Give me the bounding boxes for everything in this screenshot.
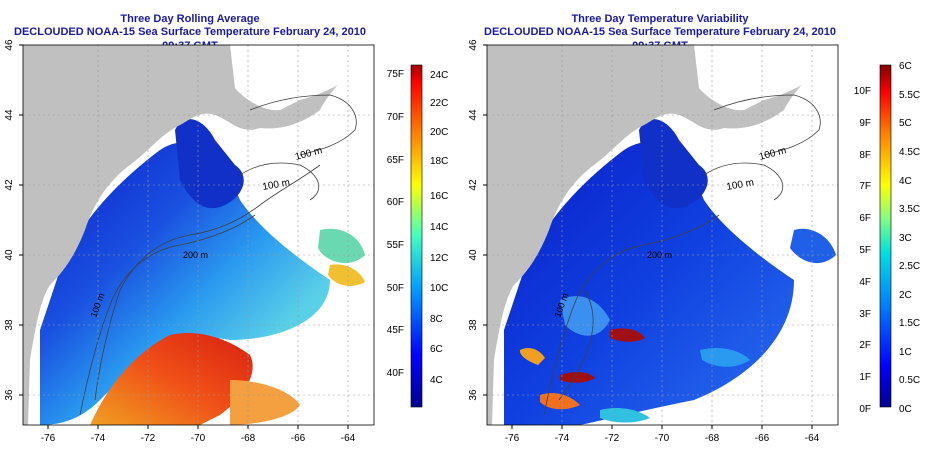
colorbar-tick: 6C — [430, 344, 443, 355]
x-tick-label: -64 — [341, 433, 356, 444]
x-tick-label: -70 — [655, 433, 670, 444]
colorbar-tick: 75F — [387, 69, 404, 80]
left-depth-label: 100 m — [262, 177, 291, 193]
colorbar-tick: 12C — [430, 253, 448, 264]
right-colorbar-celsius: 6C 5.5C 5C 4.5C 4C 3.5C 3C 2.5C 2C 1.5C … — [899, 61, 920, 415]
left-panel-title: Three Day Rolling Average — [120, 13, 260, 25]
left-panel-subtitle: DECLOUDED NOAA-15 Sea Surface Temperatur… — [14, 26, 366, 52]
y-tick-label: 44 — [4, 109, 15, 121]
right-colorbar-fahrenheit: 10F 9F 8F 7F 6F 5F 4F 3F 2F 1F 0F — [854, 86, 871, 415]
left-colorbar-fahrenheit: 75F 70F 65F 60F 55F 50F 45F 40F — [387, 69, 404, 379]
left-land — [23, 45, 374, 425]
y-tick-label: 38 — [4, 319, 15, 331]
right-y-axis: 46 44 42 40 38 36 — [468, 39, 487, 401]
colorbar-tick: 4.5C — [899, 147, 920, 158]
right-depth-label: 100 m — [726, 177, 755, 193]
right-land — [487, 45, 838, 425]
colorbar-tick: 4F — [859, 277, 871, 288]
left-colorbar-celsius: 24C 22C 20C 18C 16C 14C 12C 10C 8C 6C 4C — [430, 70, 448, 386]
right-panel-subtitle: DECLOUDED NOAA-15 Sea Surface Temperatur… — [484, 26, 836, 52]
colorbar-tick: 3C — [899, 233, 912, 244]
left-y-axis: 46 44 42 40 38 36 — [4, 39, 23, 401]
colorbar-tick: 8C — [430, 314, 443, 325]
y-tick-label: 38 — [468, 319, 479, 331]
x-tick-label: -68 — [241, 433, 256, 444]
x-tick-label: -68 — [705, 433, 720, 444]
right-x-axis: -76 -74 -72 -70 -68 -66 -64 — [505, 425, 820, 444]
colorbar-tick: 40F — [387, 368, 404, 379]
colorbar-tick: 5F — [859, 245, 871, 256]
left-depth-label: 100 m — [88, 292, 106, 319]
colorbar-tick: 0C — [899, 404, 912, 415]
colorbar-tick: 50F — [387, 283, 404, 294]
colorbar-tick: 1C — [899, 347, 912, 358]
colorbar-tick: 3.5C — [899, 204, 920, 215]
colorbar-tick: 0F — [859, 404, 871, 415]
colorbar-tick: 14C — [430, 222, 448, 233]
y-tick-label: 36 — [4, 389, 15, 401]
colorbar-tick: 5C — [899, 118, 912, 129]
colorbar-tick: 55F — [387, 240, 404, 251]
x-tick-label: -74 — [555, 433, 570, 444]
colorbar-tick: 3F — [859, 309, 871, 320]
colorbar-tick: 9F — [859, 118, 871, 129]
colorbar-tick: 24C — [430, 70, 448, 81]
left-x-axis: -76 -74 -72 -70 -68 -66 -64 — [41, 425, 356, 444]
colorbar-tick: 70F — [387, 112, 404, 123]
right-colorbar — [879, 64, 892, 408]
x-tick-label: -66 — [291, 433, 306, 444]
colorbar-tick: 1.5C — [899, 318, 920, 329]
x-tick-label: -66 — [755, 433, 770, 444]
left-cold-water — [40, 142, 330, 425]
colorbar-tick: 0.5C — [899, 375, 920, 386]
left-depth-label: 100 m — [294, 145, 324, 163]
colorbar-tick: 4C — [430, 375, 443, 386]
x-tick-label: -70 — [191, 433, 206, 444]
left-depth-label: 200 m — [183, 250, 208, 260]
y-tick-label: 42 — [4, 179, 15, 191]
colorbar-tick: 18C — [430, 156, 448, 167]
left-warm-gulfstream — [90, 332, 253, 425]
y-tick-label: 42 — [468, 179, 479, 191]
right-panel-title: Three Day Temperature Variability — [571, 13, 749, 25]
y-tick-label: 40 — [468, 249, 479, 261]
x-tick-label: -76 — [41, 433, 56, 444]
right-depth-label: 200 m — [647, 250, 672, 260]
x-tick-label: -72 — [605, 433, 620, 444]
y-tick-label: 40 — [4, 249, 15, 261]
colorbar-tick: 2C — [899, 290, 912, 301]
left-shelf-water — [175, 119, 244, 209]
colorbar-tick: 65F — [387, 155, 404, 166]
colorbar-tick: 7F — [859, 181, 871, 192]
colorbar-tick: 20C — [430, 127, 448, 138]
colorbar-tick: 45F — [387, 325, 404, 336]
colorbar-tick: 2F — [859, 340, 871, 351]
colorbar-tick: 16C — [430, 191, 448, 202]
y-tick-label: 44 — [468, 109, 479, 121]
x-tick-label: -64 — [805, 433, 820, 444]
x-tick-label: -72 — [141, 433, 156, 444]
colorbar-tick: 2.5C — [899, 261, 920, 272]
colorbar-tick: 60F — [387, 197, 404, 208]
right-depth-label: 100 m — [552, 292, 570, 319]
colorbar-tick: 22C — [430, 98, 448, 109]
colorbar-tick: 6C — [899, 61, 912, 72]
x-tick-label: -76 — [505, 433, 520, 444]
colorbar-tick: 4C — [899, 176, 912, 187]
colorbar-tick: 10C — [430, 283, 448, 294]
x-tick-label: -74 — [91, 433, 106, 444]
colorbar-tick: 6F — [859, 213, 871, 224]
right-depth-label: 100 m — [758, 145, 788, 163]
colorbar-tick: 1F — [859, 372, 871, 383]
colorbar-tick: 8F — [859, 150, 871, 161]
y-tick-label: 36 — [468, 389, 479, 401]
colorbar-tick: 5.5C — [899, 90, 920, 101]
left-colorbar — [410, 64, 423, 408]
left-depth-contour — [94, 164, 321, 401]
colorbar-tick: 10F — [854, 86, 871, 97]
right-variability-field — [504, 142, 794, 425]
